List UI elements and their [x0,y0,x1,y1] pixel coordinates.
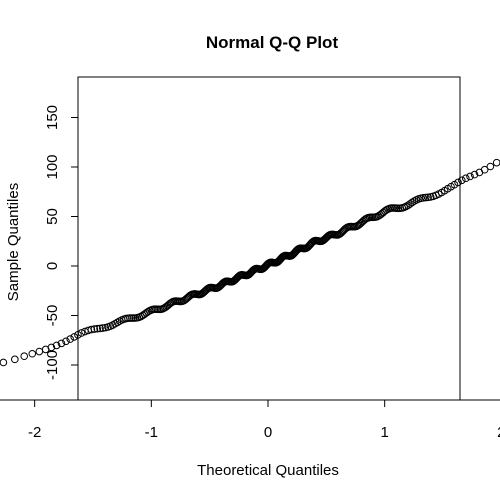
chart-title: Normal Q-Q Plot [206,33,339,52]
y-tick-label: 150 [44,105,61,130]
data-point [466,172,474,181]
y-axis-label: Sample Quantiles [5,183,22,301]
data-point [128,314,136,322]
x-tick-label: 0 [264,424,272,441]
data-point [87,325,96,334]
data-point [52,341,61,350]
data-point [408,198,416,207]
data-point [11,355,19,364]
data-point [74,331,82,339]
data-point [486,162,495,171]
data-point [70,333,78,341]
data-point [419,194,428,202]
data-point [96,324,104,333]
data-point [77,329,86,337]
data-point [454,178,462,187]
data-point [57,339,66,348]
data-point [47,343,56,352]
y-tick-label: -100 [44,350,61,380]
data-point [480,165,489,174]
data-point [424,193,432,202]
data-point [458,176,466,185]
data-point [356,220,364,228]
data-points [0,157,500,367]
x-tick-label: 1 [380,424,388,441]
data-point [98,324,107,332]
data-point [66,335,74,343]
data-point [470,170,479,179]
x-axis-label: Theoretical Quantiles [197,462,339,479]
data-point [35,347,44,356]
data-point [126,314,134,322]
data-point [0,358,8,367]
data-point [492,158,500,167]
data-point [90,325,99,333]
data-point [462,174,470,183]
data-point [402,202,410,211]
y-tick-label: 0 [44,262,61,270]
data-point [421,193,430,202]
data-point [28,349,37,358]
x-tick-label: 2 [497,424,500,441]
data-point [62,337,70,346]
data-point [93,324,102,333]
y-tick-label: 100 [44,154,61,179]
y-tick-label: -50 [44,305,61,327]
x-tick-label: -2 [28,424,41,441]
plot-frame [77,76,461,401]
data-point [20,352,29,361]
x-tick-label: -1 [145,424,158,441]
y-tick-label: 50 [44,208,61,225]
